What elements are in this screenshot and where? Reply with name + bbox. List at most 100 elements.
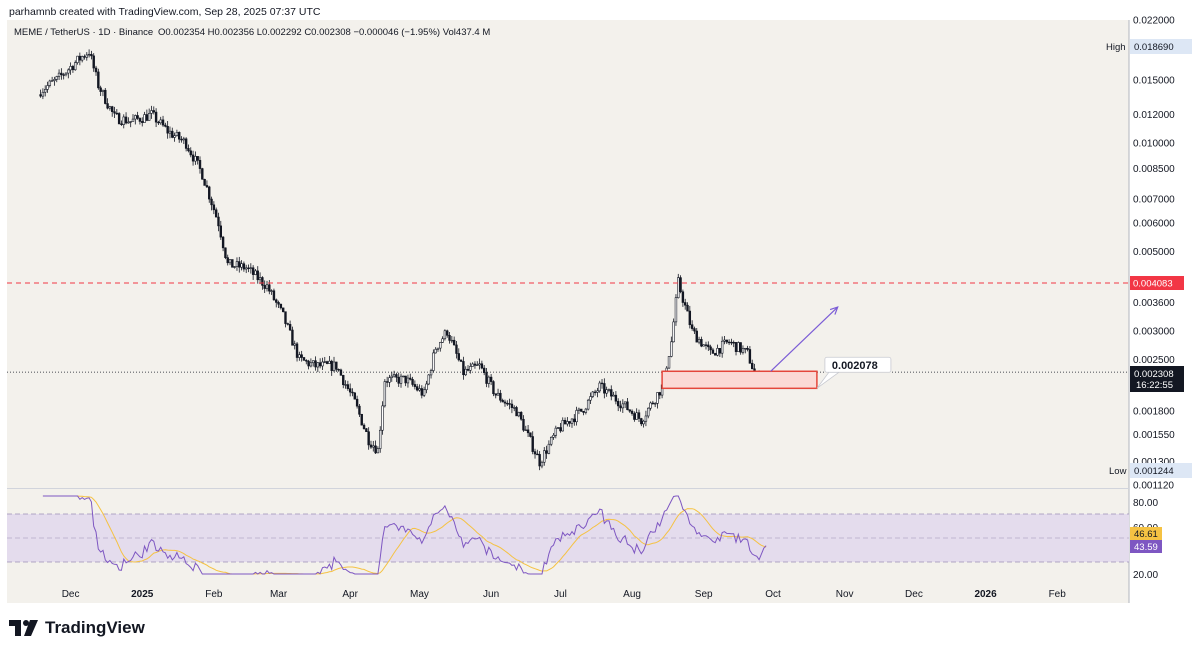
candle-down	[501, 399, 504, 403]
candle-down	[679, 277, 682, 293]
candle-down	[83, 56, 86, 58]
candle-down	[494, 393, 497, 396]
candle-down	[365, 428, 368, 433]
price-tick-label: 0.005000	[1133, 247, 1175, 258]
candle-down	[117, 113, 121, 125]
time-tick-label: Dec	[62, 589, 80, 600]
candle-up	[543, 450, 546, 463]
candle-up	[182, 138, 186, 141]
candle-down	[538, 454, 541, 467]
rsi-value: 43.59	[1134, 542, 1158, 553]
tradingview-logo[interactable]: TradingView	[9, 617, 145, 639]
candle-down	[261, 277, 264, 286]
rsi-tick-80: 80.00	[1133, 498, 1158, 509]
candle-down	[489, 376, 493, 382]
candle-down	[610, 389, 613, 397]
candle-up	[439, 342, 442, 349]
candle-up	[168, 130, 172, 134]
tradingview-logo-icon	[9, 620, 38, 636]
candle-up	[737, 342, 740, 352]
candle-up	[245, 267, 248, 270]
candle-up	[471, 363, 474, 367]
candle-down	[466, 368, 470, 371]
candle-down	[221, 236, 225, 249]
candle-down	[503, 401, 507, 404]
candle-up	[43, 89, 47, 93]
candle-up	[672, 321, 675, 343]
candle-up	[556, 427, 560, 429]
last-price-badge	[1130, 366, 1184, 392]
candle-down	[640, 418, 643, 425]
candle-up	[64, 72, 68, 76]
candle-up	[589, 396, 592, 401]
candle-up	[496, 392, 500, 396]
candle-up	[147, 113, 151, 121]
candle-down	[519, 412, 523, 420]
candle-down	[529, 432, 532, 437]
candle-up	[422, 389, 426, 396]
candle-up	[87, 53, 91, 56]
ohlc-readout: O0.002354 H0.002356 L0.002292 C0.002308 …	[158, 27, 490, 38]
time-axis-ticks[interactable]: Dec 2025 Feb Mar Apr May Jun Jul Aug Sep Oct Nov Dec…	[62, 589, 1067, 600]
candle-up	[108, 106, 112, 109]
candle-down	[531, 436, 534, 452]
candle-down	[633, 413, 636, 420]
price-tick-label: 0.003000	[1133, 327, 1175, 338]
candle-down	[485, 372, 488, 384]
support-zone-box[interactable]	[661, 370, 818, 390]
candle-down	[459, 359, 463, 362]
candle-up	[697, 339, 701, 343]
candle-down	[358, 405, 361, 415]
candle-up	[57, 72, 61, 77]
candle-down	[522, 418, 525, 431]
candle-down	[71, 66, 75, 71]
price-axis-ticks[interactable]: 0.022000 0.015000 0.012000 0.010000 0.008500…	[1133, 16, 1175, 492]
candle-down	[593, 391, 597, 394]
candle-up	[328, 360, 331, 364]
candle-down	[658, 392, 661, 396]
candle-down	[78, 55, 82, 61]
candle-down	[616, 400, 620, 407]
candle-up	[476, 364, 479, 366]
candle-down	[353, 392, 357, 400]
projection-arrow[interactable]	[770, 306, 839, 372]
candle-down	[492, 381, 495, 395]
candle-up	[41, 91, 45, 97]
candle-down	[730, 341, 733, 344]
candle-up	[270, 290, 273, 292]
candle-up	[429, 370, 433, 376]
candle-up	[129, 121, 132, 123]
candle-down	[374, 445, 377, 454]
candle-up	[379, 429, 382, 449]
candle-up	[644, 415, 648, 422]
candle-down	[457, 353, 460, 361]
candle-up	[194, 156, 197, 162]
candle-up	[48, 80, 52, 86]
candle-up	[674, 297, 678, 323]
time-tick-label: Oct	[765, 589, 781, 600]
candle-down	[651, 402, 655, 405]
time-tick-label: Jul	[554, 589, 567, 600]
candle-down	[725, 339, 728, 343]
candle-down	[626, 401, 629, 411]
candle-up	[744, 347, 747, 350]
candle-down	[212, 204, 216, 211]
candle-down	[700, 339, 703, 347]
candle-down	[637, 412, 641, 419]
candle-up	[741, 348, 745, 353]
candle-down	[684, 302, 687, 306]
candle-down	[300, 354, 303, 358]
candle-down	[545, 450, 548, 454]
candle-down	[355, 398, 359, 407]
candle-up	[46, 85, 49, 90]
candle-down	[415, 386, 419, 391]
candle-up	[591, 391, 594, 397]
candle-down	[154, 111, 158, 123]
candle-down	[506, 402, 509, 405]
candle-up	[513, 407, 516, 409]
candle-up	[50, 80, 54, 82]
candle-up	[321, 361, 324, 367]
resistance-price-badge	[1130, 276, 1184, 291]
rsi-tick-20: 20.00	[1133, 570, 1158, 581]
